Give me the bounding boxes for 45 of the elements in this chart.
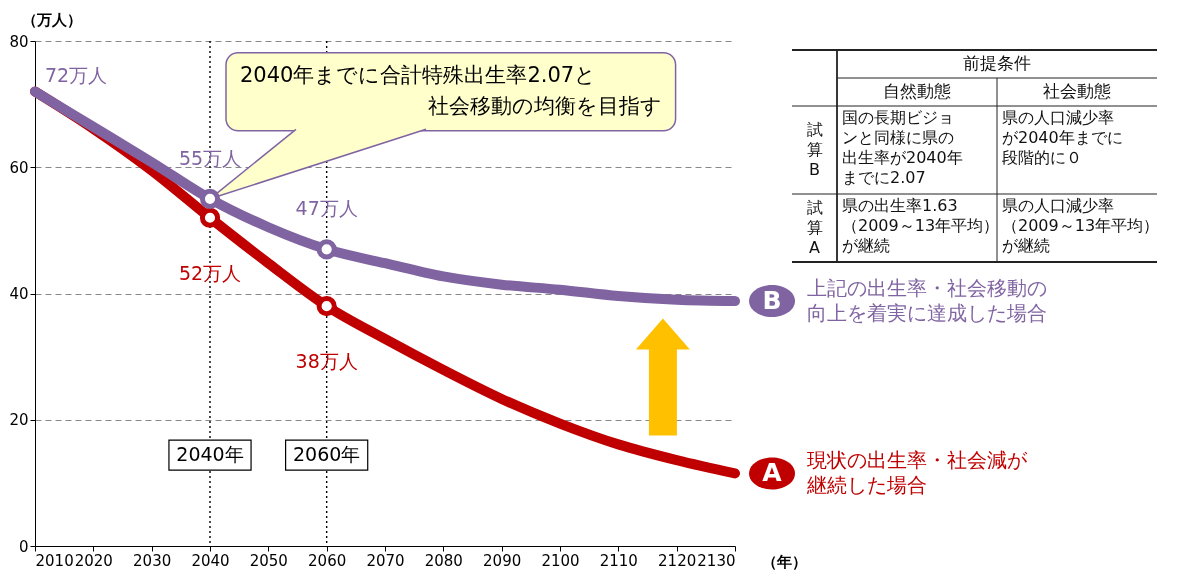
category-label: 自然動態 — [883, 81, 951, 101]
point — [316, 296, 337, 317]
y-tick-label: 60 — [9, 158, 29, 177]
data-label: 52万人 — [178, 261, 242, 284]
x-tick-label: 2030 — [133, 551, 172, 570]
data-label: 38万人 — [295, 350, 358, 373]
x-tick-label: 2060 — [308, 551, 347, 570]
y-tick-label: 40 — [9, 285, 29, 303]
x-tick-label: 2110 — [599, 551, 638, 570]
x-tick-label: 2100 — [541, 551, 580, 570]
text: 国の長期ビジョンと同様に県の出生率が2040年までに2.07 — [842, 108, 963, 187]
y-tick-label: 20 — [9, 411, 29, 430]
point — [199, 207, 221, 228]
ref-line-label: 2040年 — [176, 443, 244, 466]
data-label: 55万人 — [178, 146, 242, 169]
x-tick-label: 2010 — [35, 551, 74, 570]
y-tick-label: 80 — [9, 32, 29, 51]
x-tick-label: 2130 — [697, 551, 736, 570]
category-label: 試算A — [806, 198, 823, 257]
x-tick-label: 2090 — [483, 551, 522, 570]
ref-line-label: 2060年 — [292, 443, 361, 466]
point — [199, 188, 221, 209]
y-tick-label: 0 — [18, 537, 29, 556]
text: B — [762, 286, 782, 316]
category-label: 試算B — [806, 120, 823, 179]
category-label: 社会動態 — [1043, 81, 1111, 101]
data-label: 47万人 — [295, 197, 358, 220]
data-label: 72万人 — [45, 63, 108, 86]
x-tick-label: 2050 — [249, 551, 288, 570]
x-axis-title: （年） — [761, 552, 807, 571]
legend-label: 上記の出生率・社会移動の向上を着実に達成した場合 — [807, 276, 1047, 326]
text: 前提条件 — [963, 53, 1031, 73]
point — [316, 239, 337, 260]
text: 県の出生率1.63（2009～13年平均）が継続 — [842, 196, 1000, 255]
annotation: 2040年までに合計特殊出生率2.07と社会移動の均衡を目指す — [240, 63, 662, 119]
text: A — [762, 458, 783, 488]
x-tick-label: 2080 — [424, 551, 463, 570]
x-tick-label: 2070 — [366, 551, 405, 570]
x-tick-label: 2040 — [191, 551, 230, 570]
text: 県の人口減少率（2009～13年平均）が継続 — [1002, 196, 1160, 255]
y-axis-title: （万人） — [21, 10, 82, 29]
x-tick-label: 2020 — [74, 551, 113, 570]
x-tick-label: 2120 — [658, 551, 697, 570]
text: 県の人口減少率が2040年までに段階的に０ — [1002, 108, 1123, 167]
legend-label: 現状の出生率・社会減が継続した場合 — [806, 448, 1028, 498]
